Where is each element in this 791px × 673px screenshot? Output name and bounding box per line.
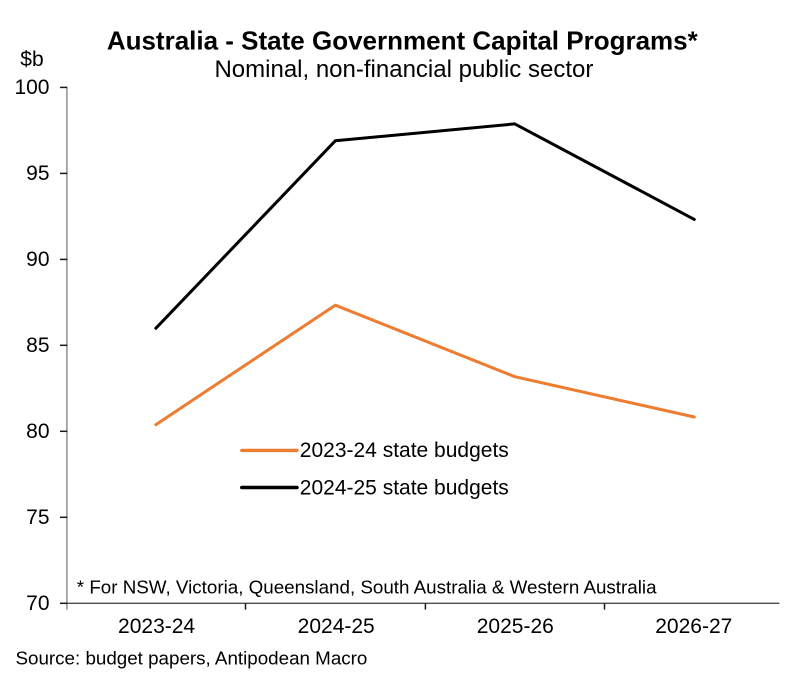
svg-text:2024-25 state budgets: 2024-25 state budgets <box>300 476 509 499</box>
svg-text:2025-26: 2025-26 <box>477 615 554 638</box>
svg-text:95: 95 <box>26 162 49 185</box>
svg-text:75: 75 <box>26 506 49 529</box>
svg-text:Australia - State Government C: Australia - State Government Capital Pro… <box>107 26 699 56</box>
svg-text:90: 90 <box>26 248 49 271</box>
svg-text:100: 100 <box>14 76 49 99</box>
svg-text:2026-27: 2026-27 <box>655 615 732 638</box>
svg-text:2023-24 state budgets: 2023-24 state budgets <box>300 439 509 462</box>
svg-text:80: 80 <box>26 420 49 443</box>
svg-text:Nominal, non-financial public: Nominal, non-financial public sector <box>214 56 593 83</box>
svg-text:85: 85 <box>26 334 49 357</box>
svg-text:Source: budget papers, Antipod: Source: budget papers, Antipodean Macro <box>16 648 368 669</box>
svg-text:$b: $b <box>20 48 43 71</box>
svg-text:2023-24: 2023-24 <box>118 615 195 638</box>
svg-text:* For NSW, Victoria, Queenslan: * For NSW, Victoria, Queensland, South A… <box>77 576 657 597</box>
svg-text:70: 70 <box>26 592 49 615</box>
svg-text:2024-25: 2024-25 <box>298 615 375 638</box>
